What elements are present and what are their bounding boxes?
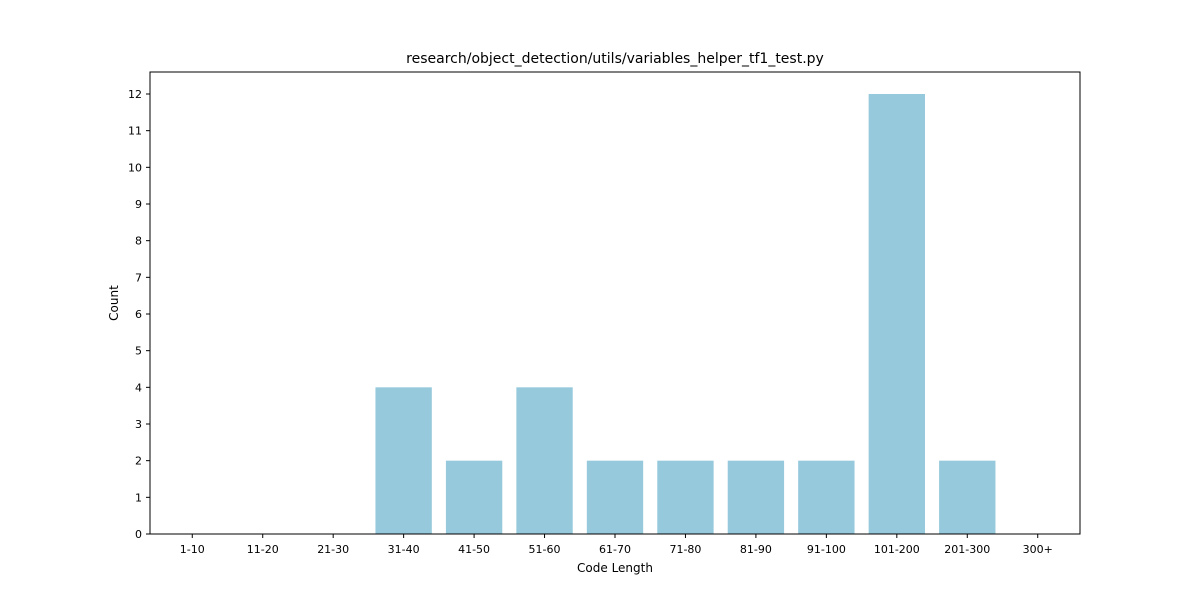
x-axis-label: Code Length [577,561,653,575]
y-axis-label: Count [107,285,121,321]
x-tick-label: 51-60 [529,543,561,556]
bar-31-40 [375,387,432,534]
y-tick-label: 5 [135,345,142,358]
y-tick-label: 7 [135,271,142,284]
bar-51-60 [516,387,573,534]
y-tick-label: 1 [135,491,142,504]
x-tick-label: 91-100 [807,543,846,556]
bar-41-50 [445,460,503,534]
x-tick-label: 101-200 [874,543,920,556]
bars-group [375,94,996,534]
x-tick-label: 201-300 [944,543,990,556]
bar-71-80 [657,460,714,534]
y-tick-label: 6 [135,308,142,321]
x-tick-label: 81-90 [740,543,772,556]
y-tick-label: 0 [135,528,142,541]
y-tick-label: 4 [135,381,142,394]
x-tick-label: 21-30 [317,543,349,556]
x-tick-label: 31-40 [388,543,420,556]
bar-91-100 [798,460,855,534]
x-tick-label: 1-10 [180,543,205,556]
x-axis: 1-10 11-20 21-30 31-40 41-50 51-60 61-70 71-80 8… [180,534,1053,556]
bar-61-70 [586,460,644,534]
bar-201-300 [939,460,996,534]
x-tick-label: 300+ [1023,543,1053,556]
x-tick-label: 11-20 [247,543,279,556]
x-tick-label: 41-50 [458,543,490,556]
y-tick-label: 10 [128,161,142,174]
y-tick-label: 8 [135,235,142,248]
bar-81-90 [727,460,785,534]
y-tick-label: 9 [135,198,142,211]
chart-title: research/object_detection/utils/variable… [406,51,824,67]
bar-101-200 [868,94,925,534]
x-tick-label: 61-70 [599,543,631,556]
x-tick-label: 71-80 [669,543,701,556]
y-tick-label: 2 [135,455,142,468]
y-tick-label: 12 [128,88,142,101]
y-tick-label: 11 [128,125,142,138]
y-tick-label: 3 [135,418,142,431]
